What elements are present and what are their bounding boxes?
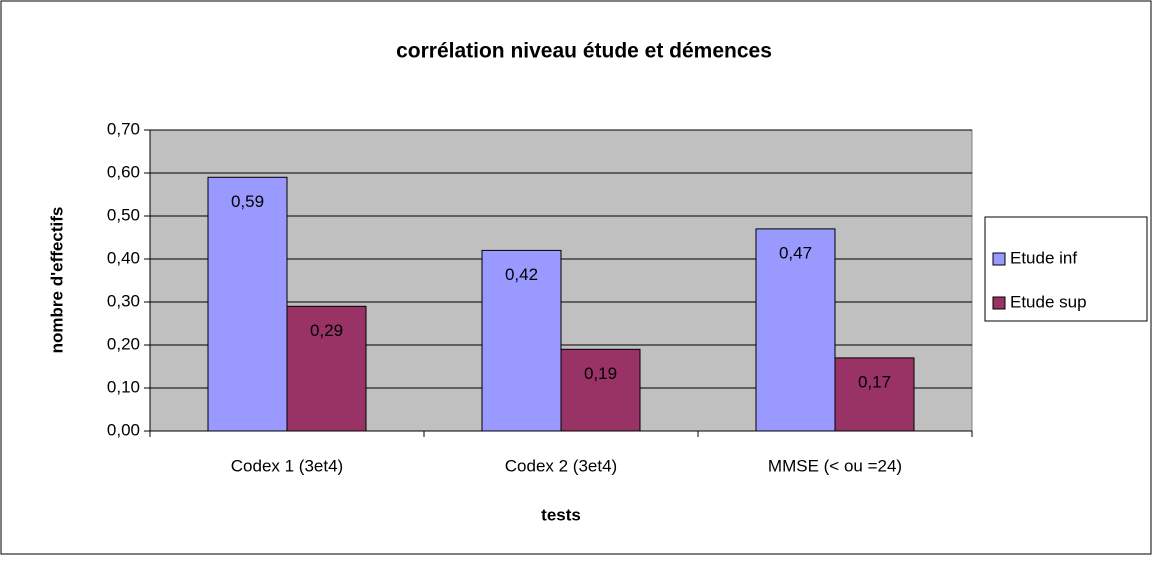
bar <box>481 249 562 432</box>
data-label: 0,17 <box>858 372 891 391</box>
chart-title: corrélation niveau étude et démences <box>396 40 772 63</box>
y-tick-label: 0,70 <box>107 119 140 138</box>
data-label: 0,42 <box>505 265 538 284</box>
bar <box>755 228 836 432</box>
bar <box>834 357 915 432</box>
y-tick-label: 0,40 <box>107 248 140 267</box>
y-axis-title: nombre d'effectifs <box>47 207 66 354</box>
legend-label: Etude sup <box>1010 292 1087 311</box>
data-label: 0,47 <box>779 243 812 262</box>
x-tick-label: MMSE (< ou =24) <box>768 456 902 475</box>
x-tick-label: Codex 2 (3et4) <box>505 456 617 475</box>
y-tick-label: 0,10 <box>107 377 140 396</box>
data-label: 0,29 <box>310 321 343 340</box>
legend-label: Etude inf <box>1010 248 1077 267</box>
bar <box>286 305 367 432</box>
bar <box>207 176 288 432</box>
legend-box <box>984 216 1148 322</box>
legend-swatch <box>992 296 1006 310</box>
bar <box>560 348 641 432</box>
data-label: 0,19 <box>584 364 617 383</box>
data-label: 0,59 <box>231 192 264 211</box>
y-tick-label: 0,30 <box>107 291 140 310</box>
x-tick-label: Codex 1 (3et4) <box>231 456 343 475</box>
y-tick-label: 0,50 <box>107 205 140 224</box>
y-tick-label: 0,00 <box>107 420 140 439</box>
y-tick-label: 0,20 <box>107 334 140 353</box>
x-axis-title: tests <box>541 505 581 524</box>
legend-swatch <box>992 252 1006 266</box>
y-tick-label: 0,60 <box>107 162 140 181</box>
